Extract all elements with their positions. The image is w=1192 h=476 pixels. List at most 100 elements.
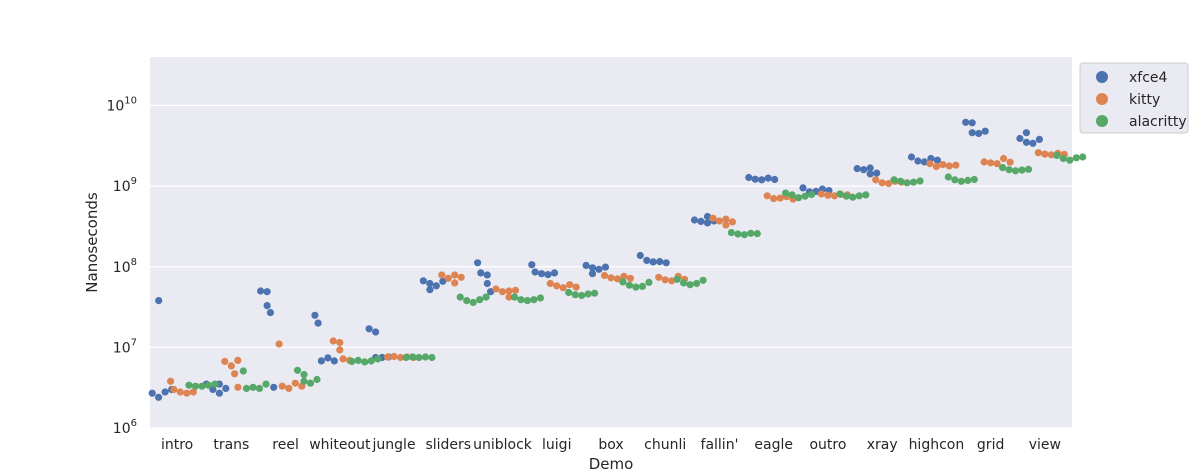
data-point-alacritty [909,178,918,186]
data-point-alacritty [313,375,321,384]
data-point-xfce4 [588,264,597,272]
data-point-alacritty [293,366,302,374]
data-point-kitty [607,274,615,282]
data-point-kitty [444,274,452,282]
data-point-alacritty [747,229,755,237]
legend-label-xfce4: xfce4 [1129,70,1168,86]
data-point-alacritty [249,383,257,391]
data-point-kitty [932,163,941,171]
data-point-alacritty [964,176,972,184]
data-point-xfce4 [914,157,922,165]
data-point-kitty [231,370,239,378]
data-point-kitty [715,217,724,225]
data-point-xfce4 [1016,134,1024,143]
y-tick-labels: 106 107 108 109 1010 [106,96,137,437]
data-point-alacritty [185,381,193,389]
data-point-alacritty [890,176,898,184]
y-tick-label: 1010 [106,96,137,115]
data-point-xfce4 [799,184,807,192]
data-point-kitty [1047,151,1055,159]
x-tick-label: outro [809,437,846,453]
y-tick-label: 106 [113,418,137,437]
data-point-alacritty [578,291,586,300]
data-point-alacritty [836,190,844,198]
data-point-alacritty [402,353,410,362]
data-point-xfce4 [873,169,881,177]
data-point-alacritty [348,357,356,365]
data-point-xfce4 [528,261,536,269]
data-point-alacritty [801,192,809,200]
legend-marker-kitty [1096,93,1108,105]
data-point-alacritty [463,297,471,305]
data-point-kitty [227,362,235,370]
data-point-alacritty [782,189,790,197]
data-point-alacritty [849,193,857,201]
data-point-xfce4 [907,153,916,161]
data-point-alacritty [753,230,761,238]
data-point-kitty [1041,150,1049,158]
legend-marker-xfce4 [1096,71,1108,83]
data-point-alacritty [306,379,315,387]
data-point-kitty [987,159,995,167]
data-point-kitty [234,356,242,364]
data-point-xfce4 [656,258,664,266]
data-point-kitty [945,162,953,170]
data-point-xfce4 [920,158,929,166]
data-point-kitty [939,161,947,169]
data-point-xfce4 [426,279,434,288]
data-point-kitty [492,285,500,293]
data-point-alacritty [565,288,573,297]
data-point-alacritty [262,380,270,388]
data-point-alacritty [1011,167,1020,175]
data-point-kitty [830,192,839,200]
legend-label-alacritty: alacritty [1129,114,1187,130]
data-point-alacritty [421,353,429,361]
data-point-alacritty [469,298,477,307]
y-axis-label: Nanoseconds [83,192,101,293]
data-point-alacritty [428,353,436,362]
data-point-kitty [170,385,178,394]
data-point-alacritty [903,179,911,187]
data-point-alacritty [734,230,742,238]
data-point-xfce4 [649,258,657,266]
x-tick-label: intro [161,437,193,453]
legend-marker-alacritty [1096,115,1108,127]
data-point-xfce4 [222,384,230,392]
data-point-kitty [451,271,459,279]
data-points [148,118,1087,401]
data-point-xfce4 [662,259,670,267]
data-point-alacritty [1053,151,1061,160]
data-point-xfce4 [483,279,491,288]
y-tick-label: 107 [113,337,137,356]
data-point-xfce4 [426,286,434,294]
data-point-xfce4 [1022,129,1030,137]
data-point-kitty [763,192,771,200]
data-point-xfce4 [968,119,976,127]
data-point-xfce4 [538,270,546,278]
data-point-kitty [872,176,880,184]
data-point-alacritty [1018,166,1026,174]
data-point-kitty [1006,158,1014,166]
data-point-alacritty [191,382,200,390]
data-point-xfce4 [550,269,559,277]
data-point-alacritty [699,276,707,284]
data-point-kitty [339,355,347,363]
data-point-kitty [980,158,988,166]
x-tick-label: highcon [909,437,965,453]
data-point-xfce4 [317,357,325,365]
data-point-xfce4 [263,288,271,296]
data-point-kitty [655,273,663,281]
data-point-xfce4 [758,176,766,184]
data-point-xfce4 [588,270,597,278]
data-point-xfce4 [330,357,338,365]
data-point-xfce4 [866,170,874,178]
data-point-alacritty [808,190,816,198]
data-point-alacritty [673,275,681,283]
x-tick-label: uniblock [473,437,533,453]
data-point-xfce4 [419,277,427,285]
data-point-alacritty [740,231,749,239]
data-point-kitty [167,377,175,385]
data-point-alacritty [211,380,219,388]
data-point-kitty [505,293,513,301]
data-point-alacritty [1005,166,1013,174]
